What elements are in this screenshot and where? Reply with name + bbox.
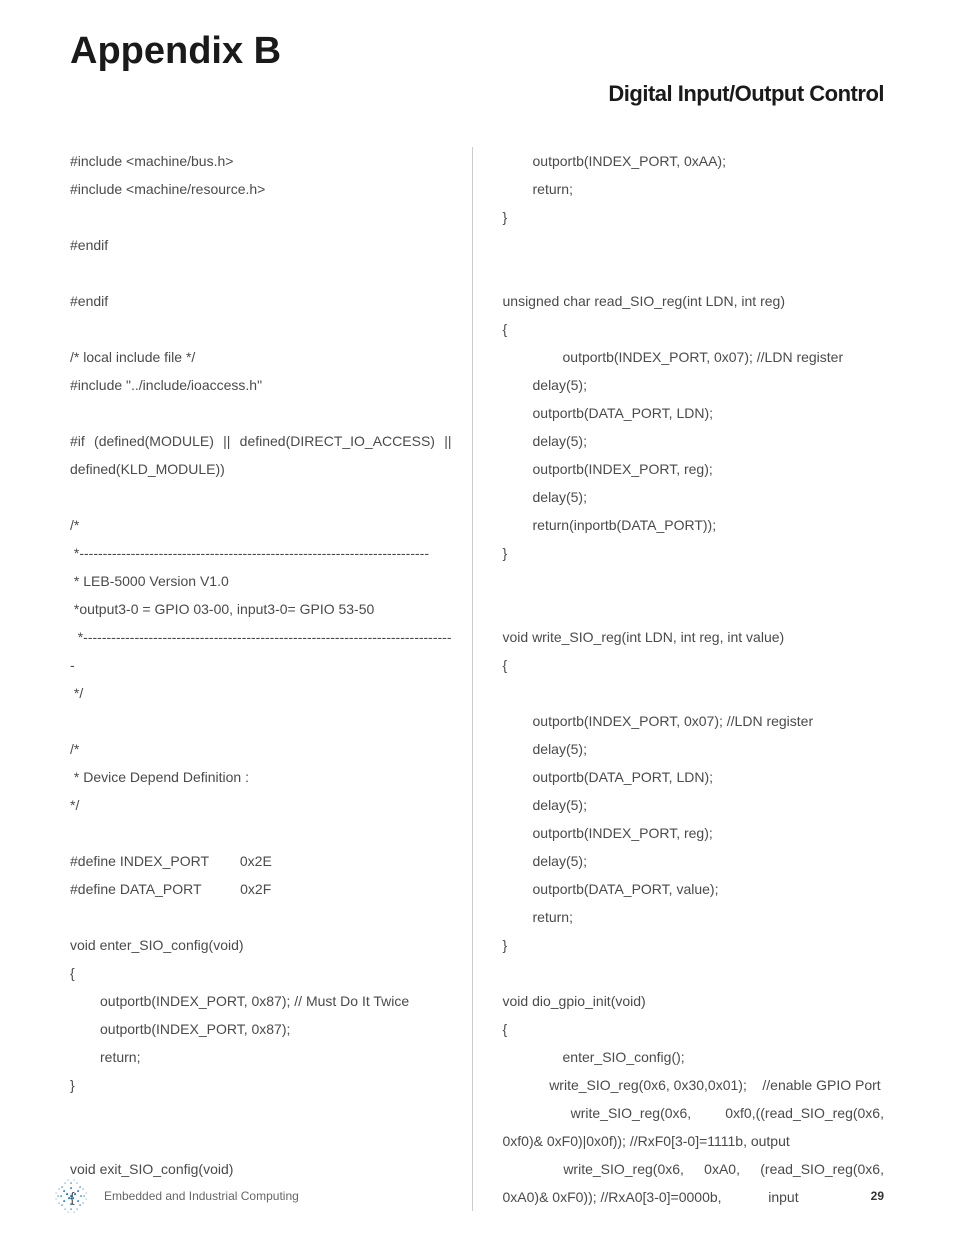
appendix-title: Appendix B — [70, 30, 884, 73]
blank-line — [70, 1127, 452, 1155]
code-line: * Device Depend Definition : — [70, 763, 452, 791]
code-line: /* — [70, 511, 452, 539]
blank-line — [70, 259, 452, 287]
code-line: write_SIO_reg(0x6, 0x30,0x01); //enable … — [503, 1071, 885, 1099]
section-title: Digital Input/Output Control — [70, 81, 884, 107]
code-line: * LEB-5000 Version V1.0 — [70, 567, 452, 595]
blank-line — [70, 903, 452, 931]
blank-line — [70, 483, 452, 511]
code-line: } — [503, 931, 885, 959]
code-line: /* — [70, 735, 452, 763]
code-line: write_SIO_reg(0x6, 0xf0,((read_SIO_reg(0… — [503, 1099, 885, 1155]
code-line: outportb(DATA_PORT, value); — [503, 875, 885, 903]
code-line: void write_SIO_reg(int LDN, int reg, int… — [503, 623, 885, 651]
code-line: #include "../include/ioaccess.h" — [70, 371, 452, 399]
page-footer: Embedded and Industrial Computing 29 — [50, 1175, 884, 1217]
code-line: */ — [70, 679, 452, 707]
code-line: #define DATA_PORT 0x2F — [70, 875, 452, 903]
code-line: outportb(INDEX_PORT, reg); — [503, 455, 885, 483]
code-line: enter_SIO_config(); — [503, 1043, 885, 1071]
code-line: #endif — [70, 287, 452, 315]
code-line: outportb(INDEX_PORT, 0x07); //LDN regist… — [503, 343, 885, 371]
code-line: } — [503, 539, 885, 567]
code-line: outportb(INDEX_PORT, 0x87); // Must Do I… — [70, 987, 452, 1015]
code-line: outportb(INDEX_PORT, 0xAA); — [503, 147, 885, 175]
code-line: #endif — [70, 231, 452, 259]
code-line: unsigned char read_SIO_reg(int LDN, int … — [503, 287, 885, 315]
code-line: } — [70, 1071, 452, 1099]
code-line: { — [70, 959, 452, 987]
code-line: /* local include file */ — [70, 343, 452, 371]
blank-line — [70, 707, 452, 735]
code-line: outportb(DATA_PORT, LDN); — [503, 763, 885, 791]
code-line: #include <machine/resource.h> — [70, 175, 452, 203]
code-line: outportb(INDEX_PORT, 0x87); — [70, 1015, 452, 1043]
blank-line — [70, 819, 452, 847]
page-number: 29 — [871, 1189, 884, 1203]
code-line: void dio_gpio_init(void) — [503, 987, 885, 1015]
code-line: *output3-0 = GPIO 03-00, input3-0= GPIO … — [70, 595, 452, 623]
code-line: */ — [70, 791, 452, 819]
code-line: outportb(DATA_PORT, LDN); — [503, 399, 885, 427]
code-line: return; — [503, 175, 885, 203]
code-line: delay(5); — [503, 483, 885, 511]
blank-line — [503, 595, 885, 623]
blank-line — [503, 231, 885, 259]
code-line: { — [503, 1015, 885, 1043]
blank-line — [503, 259, 885, 287]
right-column: outportb(INDEX_PORT, 0xAA);return;}unsig… — [503, 147, 885, 1211]
code-line: delay(5); — [503, 427, 885, 455]
code-line: { — [503, 315, 885, 343]
blank-line — [503, 959, 885, 987]
footer-text: Embedded and Industrial Computing — [104, 1189, 299, 1203]
code-line: *---------------------------------------… — [70, 623, 452, 679]
blank-line — [70, 315, 452, 343]
code-line: { — [503, 651, 885, 679]
code-line: return(inportb(DATA_PORT)); — [503, 511, 885, 539]
code-line: } — [503, 203, 885, 231]
blank-line — [503, 567, 885, 595]
code-line: *---------------------------------------… — [70, 539, 452, 567]
blank-line — [70, 1099, 452, 1127]
blank-line — [503, 679, 885, 707]
code-line: delay(5); — [503, 735, 885, 763]
code-line: delay(5); — [503, 371, 885, 399]
code-line: #include <machine/bus.h> — [70, 147, 452, 175]
blank-line — [70, 203, 452, 231]
code-line: #if (defined(MODULE) || defined(DIRECT_I… — [70, 427, 452, 483]
code-line: return; — [503, 903, 885, 931]
two-column-layout: #include <machine/bus.h>#include <machin… — [70, 147, 884, 1211]
blank-line — [70, 399, 452, 427]
code-line: return; — [70, 1043, 452, 1071]
code-line: outportb(INDEX_PORT, 0x07); //LDN regist… — [503, 707, 885, 735]
left-column: #include <machine/bus.h>#include <machin… — [70, 147, 473, 1211]
document-page: Appendix B Digital Input/Output Control … — [0, 0, 954, 1231]
code-line: #define INDEX_PORT 0x2E — [70, 847, 452, 875]
code-line: outportb(INDEX_PORT, reg); — [503, 819, 885, 847]
code-line: void enter_SIO_config(void) — [70, 931, 452, 959]
code-line: delay(5); — [503, 847, 885, 875]
code-line: delay(5); — [503, 791, 885, 819]
globe-dots-logo-icon — [50, 1175, 92, 1217]
